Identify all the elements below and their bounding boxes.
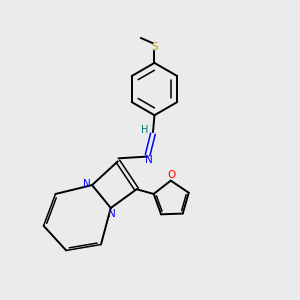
Text: H: H [141,125,148,135]
Text: S: S [151,43,158,52]
Text: N: N [108,209,116,220]
Text: O: O [167,170,176,180]
Text: N: N [145,155,153,165]
Text: N: N [83,178,91,189]
